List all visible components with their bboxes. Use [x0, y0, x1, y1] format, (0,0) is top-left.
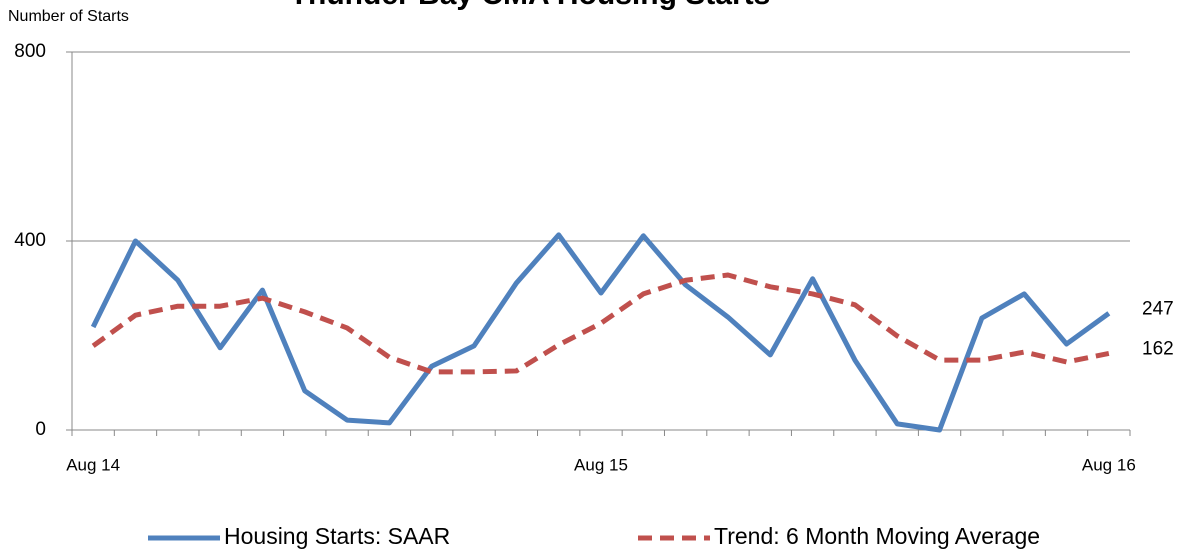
- y-tick-label: 400: [14, 230, 46, 251]
- y-tick-label: 800: [14, 41, 46, 62]
- end-value-label: 247: [1142, 298, 1174, 319]
- y-axis-label: Number of Starts: [8, 8, 129, 25]
- x-tick-label: Aug 14: [66, 455, 120, 474]
- x-tick-label: Aug 16: [1082, 455, 1136, 474]
- y-tick-label: 0: [35, 419, 46, 440]
- x-tick-label: Aug 15: [574, 455, 628, 474]
- series-line: [91, 272, 1110, 375]
- chart-title: Thunder Bay CMA Housing Starts: [290, 0, 771, 11]
- series-line: [90, 232, 1111, 433]
- legend-label: Housing Starts: SAAR: [224, 523, 450, 549]
- legend-label: Trend: 6 Month Moving Average: [714, 523, 1040, 549]
- end-value-label: 162: [1142, 338, 1174, 359]
